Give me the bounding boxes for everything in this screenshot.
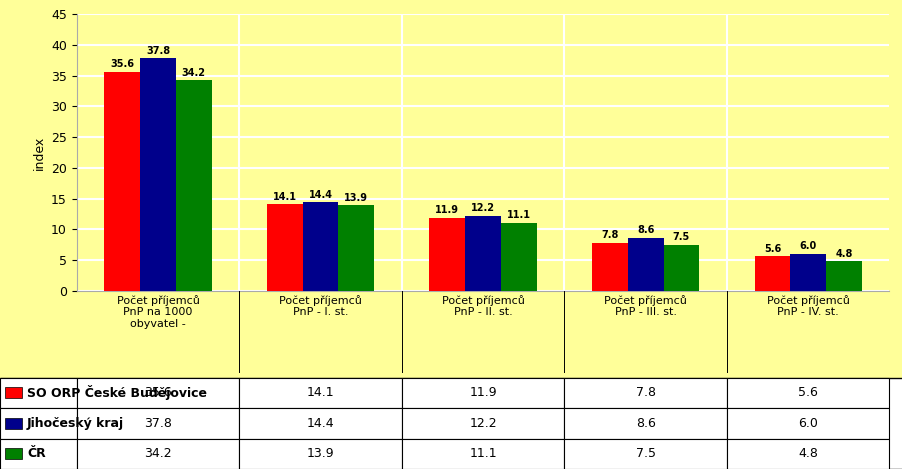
Text: Počet příjemců
PnP na 1000
obyvatel -: Počet příjemců PnP na 1000 obyvatel - [116,295,199,329]
Bar [5,418,22,429]
Text: ČR: ČR [27,447,46,460]
Bar [663,245,698,291]
Bar [726,408,888,439]
Text: 14.4: 14.4 [307,417,334,430]
Bar [5,448,22,459]
Bar [0,378,77,408]
Text: Počet příjemců
PnP - I. st.: Počet příjemců PnP - I. st. [279,295,362,318]
Text: Počet příjemců
PnP - IV. st.: Počet příjemců PnP - IV. st. [766,295,849,318]
Text: SO ORP České Budějovice: SO ORP České Budějovice [27,386,207,400]
Text: 14.1: 14.1 [307,386,334,399]
Bar [501,222,536,291]
Bar [77,408,239,439]
Bar [726,378,888,408]
Text: 37.8: 37.8 [146,46,170,56]
Text: 6.0: 6.0 [797,417,817,430]
Text: 7.8: 7.8 [601,230,618,240]
Text: 35.6: 35.6 [144,386,171,399]
Bar [5,387,22,398]
Text: 5.6: 5.6 [763,244,780,254]
Bar [105,72,140,291]
Bar [401,378,564,408]
Bar [77,378,239,408]
Bar [726,439,888,469]
Bar [465,216,501,291]
Bar [77,439,239,469]
Text: 4.8: 4.8 [834,249,851,259]
Bar [429,218,465,291]
Text: 6.0: 6.0 [798,242,816,251]
Text: 14.4: 14.4 [308,190,332,200]
Bar [627,238,663,291]
Bar [401,408,564,439]
Text: Počet příjemců
PnP - II. st.: Počet příjemců PnP - II. st. [441,295,524,318]
Bar [564,439,726,469]
Bar [239,408,401,439]
Text: 13.9: 13.9 [344,193,368,203]
Bar [0,439,77,469]
Text: Počet příjemců
PnP - III. st.: Počet příjemců PnP - III. st. [603,295,686,318]
Text: 37.8: 37.8 [144,417,171,430]
Bar [267,204,302,291]
Text: 11.1: 11.1 [469,447,496,460]
Bar [140,58,176,291]
Text: 12.2: 12.2 [471,203,494,213]
Text: 13.9: 13.9 [307,447,334,460]
Bar [825,261,861,291]
Text: 12.2: 12.2 [469,417,496,430]
Text: 11.1: 11.1 [506,210,530,220]
Text: 34.2: 34.2 [181,68,206,78]
Text: 4.8: 4.8 [797,447,817,460]
FancyBboxPatch shape [0,378,902,469]
Text: Jihočeský kraj: Jihočeský kraj [27,417,124,430]
Bar [564,408,726,439]
Bar [239,439,401,469]
Text: 11.9: 11.9 [469,386,496,399]
Bar [789,254,825,291]
Bar [0,408,77,439]
Y-axis label: index: index [32,135,46,170]
Bar [338,205,373,291]
Text: 8.6: 8.6 [635,417,655,430]
Bar [564,378,726,408]
Bar [302,202,338,291]
Text: 35.6: 35.6 [110,60,134,69]
Text: 7.5: 7.5 [635,447,655,460]
Text: 5.6: 5.6 [797,386,817,399]
Bar [592,243,627,291]
Bar [754,257,789,291]
Text: 7.8: 7.8 [635,386,655,399]
Text: 11.9: 11.9 [435,205,459,215]
Text: 34.2: 34.2 [144,447,171,460]
Text: 7.5: 7.5 [672,232,689,242]
Bar [176,81,211,291]
Bar [401,439,564,469]
Text: 8.6: 8.6 [636,226,654,235]
Text: 14.1: 14.1 [272,192,297,202]
Bar [239,378,401,408]
